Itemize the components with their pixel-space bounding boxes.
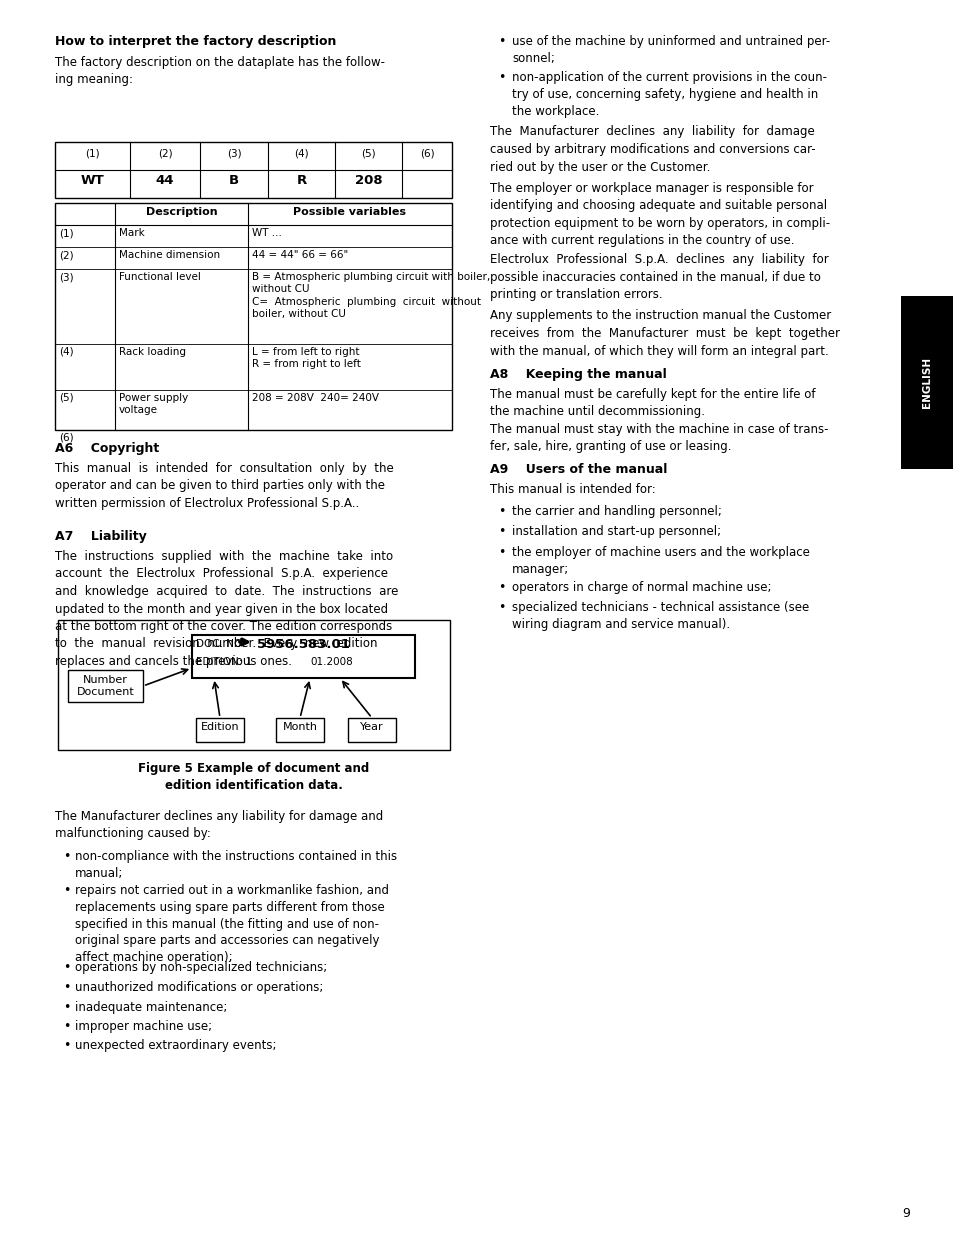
Text: The Manufacturer declines any liability for damage and
malfunctioning caused by:: The Manufacturer declines any liability …	[55, 810, 383, 840]
Text: •: •	[497, 505, 505, 517]
Bar	[348, 718, 395, 742]
Text: B = Atmospheric plumbing circuit with boiler,
without CU
C=  Atmospheric  plumbi: B = Atmospheric plumbing circuit with bo…	[252, 272, 490, 319]
Bar	[68, 671, 143, 701]
Text: the carrier and handling personnel;: the carrier and handling personnel;	[512, 505, 721, 517]
Bar	[192, 635, 415, 678]
Text: (3): (3)	[59, 272, 73, 282]
Text: The manual must be carefully kept for the entire life of
the machine until decom: The manual must be carefully kept for th…	[490, 388, 827, 453]
Text: (2): (2)	[59, 249, 73, 261]
Text: •: •	[63, 1000, 71, 1014]
Text: Month: Month	[282, 722, 317, 732]
Text: •: •	[63, 962, 71, 974]
Text: Edition: Edition	[200, 722, 239, 732]
Text: A7    Liability: A7 Liability	[55, 530, 147, 543]
Text: WT ...: WT ...	[252, 228, 281, 238]
Text: (5): (5)	[59, 393, 73, 403]
Text: B: B	[229, 174, 239, 186]
Text: 208: 208	[355, 174, 382, 186]
Text: unexpected extraordinary events;: unexpected extraordinary events;	[75, 1040, 276, 1052]
Text: Description: Description	[146, 207, 217, 217]
Text: installation and start-up personnel;: installation and start-up personnel;	[512, 525, 720, 538]
Text: operations by non-specialized technicians;: operations by non-specialized technician…	[75, 962, 327, 974]
Text: ENGLISH: ENGLISH	[922, 357, 931, 409]
Text: Mark: Mark	[119, 228, 145, 238]
Text: (5): (5)	[361, 148, 375, 158]
Text: Functional level: Functional level	[119, 272, 201, 282]
Bar	[55, 203, 452, 430]
Text: improper machine use;: improper machine use;	[75, 1020, 212, 1032]
Text: specialized technicians - technical assistance (see
wiring diagram and service m: specialized technicians - technical assi…	[512, 601, 808, 631]
Text: (4): (4)	[59, 347, 73, 357]
Text: Machine dimension: Machine dimension	[119, 249, 220, 261]
Bar	[58, 620, 450, 750]
Text: A9    Users of the manual: A9 Users of the manual	[490, 463, 667, 475]
Text: 44: 44	[155, 174, 174, 186]
Text: •: •	[63, 850, 71, 863]
Text: (6): (6)	[59, 433, 73, 443]
Text: 208 = 208V  240= 240V: 208 = 208V 240= 240V	[252, 393, 378, 403]
Text: operators in charge of normal machine use;: operators in charge of normal machine us…	[512, 580, 771, 594]
Text: Possible variables: Possible variables	[294, 207, 406, 217]
Text: Electrolux  Professional  S.p.A.  declines  any  liability  for
possible inaccur: Electrolux Professional S.p.A. declines …	[490, 253, 828, 301]
Text: Any supplements to the instruction manual the Customer
receives  from  the  Manu: Any supplements to the instruction manua…	[490, 310, 840, 357]
Text: non-compliance with the instructions contained in this
manual;: non-compliance with the instructions con…	[75, 850, 396, 879]
Text: The  instructions  supplied  with  the  machine  take  into
account  the  Electr: The instructions supplied with the machi…	[55, 550, 398, 668]
Text: 01.2008: 01.2008	[310, 657, 353, 667]
Text: (3): (3)	[227, 148, 241, 158]
Text: •: •	[497, 70, 505, 84]
Text: 9: 9	[902, 1207, 909, 1220]
Text: Power supply
voltage: Power supply voltage	[119, 393, 188, 415]
Text: 5956.583.01: 5956.583.01	[256, 638, 350, 651]
Text: 44 = 44" 66 = 66": 44 = 44" 66 = 66"	[252, 249, 348, 261]
Text: •: •	[497, 580, 505, 594]
Text: non-application of the current provisions in the coun-
try of use, concerning sa: non-application of the current provision…	[512, 70, 826, 117]
Text: (1): (1)	[59, 228, 73, 238]
Text: •: •	[497, 546, 505, 559]
Text: use of the machine by uninformed and untrained per-
sonnel;: use of the machine by uninformed and unt…	[512, 35, 829, 64]
Text: R: R	[296, 174, 306, 186]
Text: EDITION: 1: EDITION: 1	[195, 657, 252, 667]
Text: •: •	[63, 884, 71, 897]
Text: •: •	[63, 1040, 71, 1052]
Text: •: •	[497, 601, 505, 614]
Text: inadequate maintenance;: inadequate maintenance;	[75, 1000, 227, 1014]
Text: (1): (1)	[85, 148, 100, 158]
Text: The employer or workplace manager is responsible for
identifying and choosing ad: The employer or workplace manager is res…	[490, 182, 829, 247]
Text: (4): (4)	[294, 148, 309, 158]
Text: A6    Copyright: A6 Copyright	[55, 442, 159, 454]
Text: A8    Keeping the manual: A8 Keeping the manual	[490, 368, 666, 380]
Text: WT: WT	[81, 174, 104, 186]
Text: How to interpret the factory description: How to interpret the factory description	[55, 35, 336, 48]
Text: (6): (6)	[419, 148, 434, 158]
Text: Year: Year	[360, 722, 383, 732]
Text: This  manual  is  intended  for  consultation  only  by  the
operator and can be: This manual is intended for consultation…	[55, 462, 394, 510]
Text: (2): (2)	[157, 148, 172, 158]
Text: The factory description on the dataplate has the follow-
ing meaning:: The factory description on the dataplate…	[55, 56, 385, 86]
Text: Rack loading: Rack loading	[119, 347, 186, 357]
Bar	[195, 718, 244, 742]
Text: Number
Document: Number Document	[76, 676, 134, 698]
Text: The  Manufacturer  declines  any  liability  for  damage
caused by arbitrary mod: The Manufacturer declines any liability …	[490, 126, 815, 173]
Text: •: •	[497, 525, 505, 538]
Bar	[275, 718, 324, 742]
Text: This manual is intended for:: This manual is intended for:	[490, 483, 655, 496]
Text: •: •	[63, 981, 71, 994]
Bar	[55, 142, 452, 198]
Text: repairs not carried out in a workmanlike fashion, and
replacements using spare p: repairs not carried out in a workmanlike…	[75, 884, 389, 965]
Text: Figure 5 Example of document and
edition identification data.: Figure 5 Example of document and edition…	[138, 762, 369, 792]
Text: the employer of machine users and the workplace
manager;: the employer of machine users and the wo…	[512, 546, 809, 576]
Text: L = from left to right
R = from right to left: L = from left to right R = from right to…	[252, 347, 360, 369]
Text: •: •	[63, 1020, 71, 1032]
Text: DOC. NO.: DOC. NO.	[195, 638, 245, 650]
Text: •: •	[497, 35, 505, 48]
Text: unauthorized modifications or operations;: unauthorized modifications or operations…	[75, 981, 323, 994]
